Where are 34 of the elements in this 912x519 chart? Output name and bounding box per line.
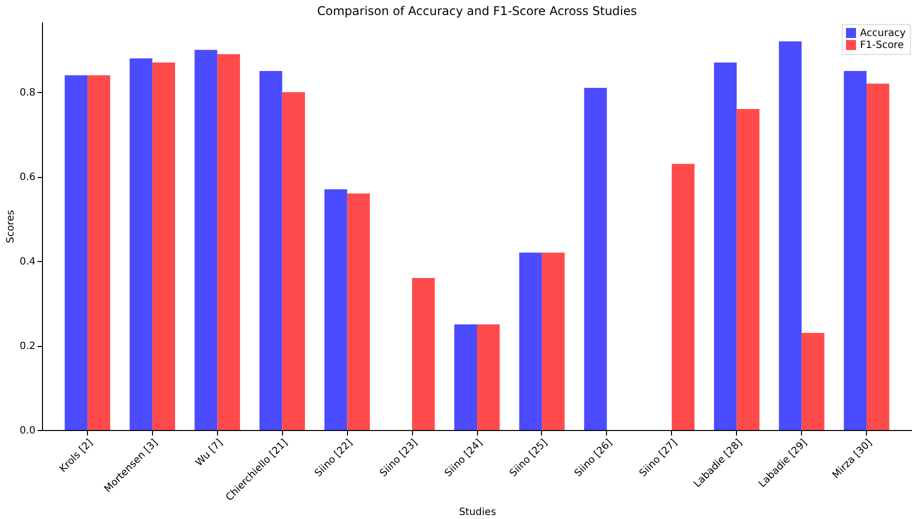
bar: [584, 88, 607, 430]
bar: [542, 252, 565, 430]
bar: [130, 58, 152, 430]
bar: [477, 324, 500, 430]
bar: [64, 75, 88, 430]
chart-title: Comparison of Accuracy and F1-Score Across Studies: [317, 4, 637, 18]
bar: [412, 278, 435, 430]
bar: [519, 252, 542, 430]
bar: [866, 84, 890, 430]
bar: [736, 109, 760, 430]
bar: [152, 62, 176, 430]
x-tick-label: Wu [7]: [194, 437, 226, 469]
bar: [347, 193, 370, 430]
bar: [282, 92, 305, 430]
y-axis-title: Scores: [6, 210, 17, 244]
bar: [844, 70, 867, 430]
x-axis-title: Studies: [458, 506, 496, 518]
y-tick-label: 0.0: [20, 426, 36, 436]
legend-label: Accuracy: [860, 28, 906, 39]
bar: [802, 332, 824, 430]
y-tick-label: 0.2: [20, 341, 36, 352]
bar: [672, 164, 694, 430]
bar: [714, 62, 737, 430]
bar: [778, 41, 802, 430]
legend-label: F1-Score: [860, 40, 904, 51]
bar: [324, 189, 348, 430]
y-tick-label: 0.8: [20, 88, 36, 99]
bar: [194, 50, 218, 430]
y-tick-label: 0.6: [20, 172, 36, 184]
bar: [260, 70, 282, 430]
bar: [87, 75, 110, 430]
bar: [454, 324, 477, 430]
y-tick-label: 0.4: [20, 256, 36, 268]
bar: [217, 54, 240, 430]
